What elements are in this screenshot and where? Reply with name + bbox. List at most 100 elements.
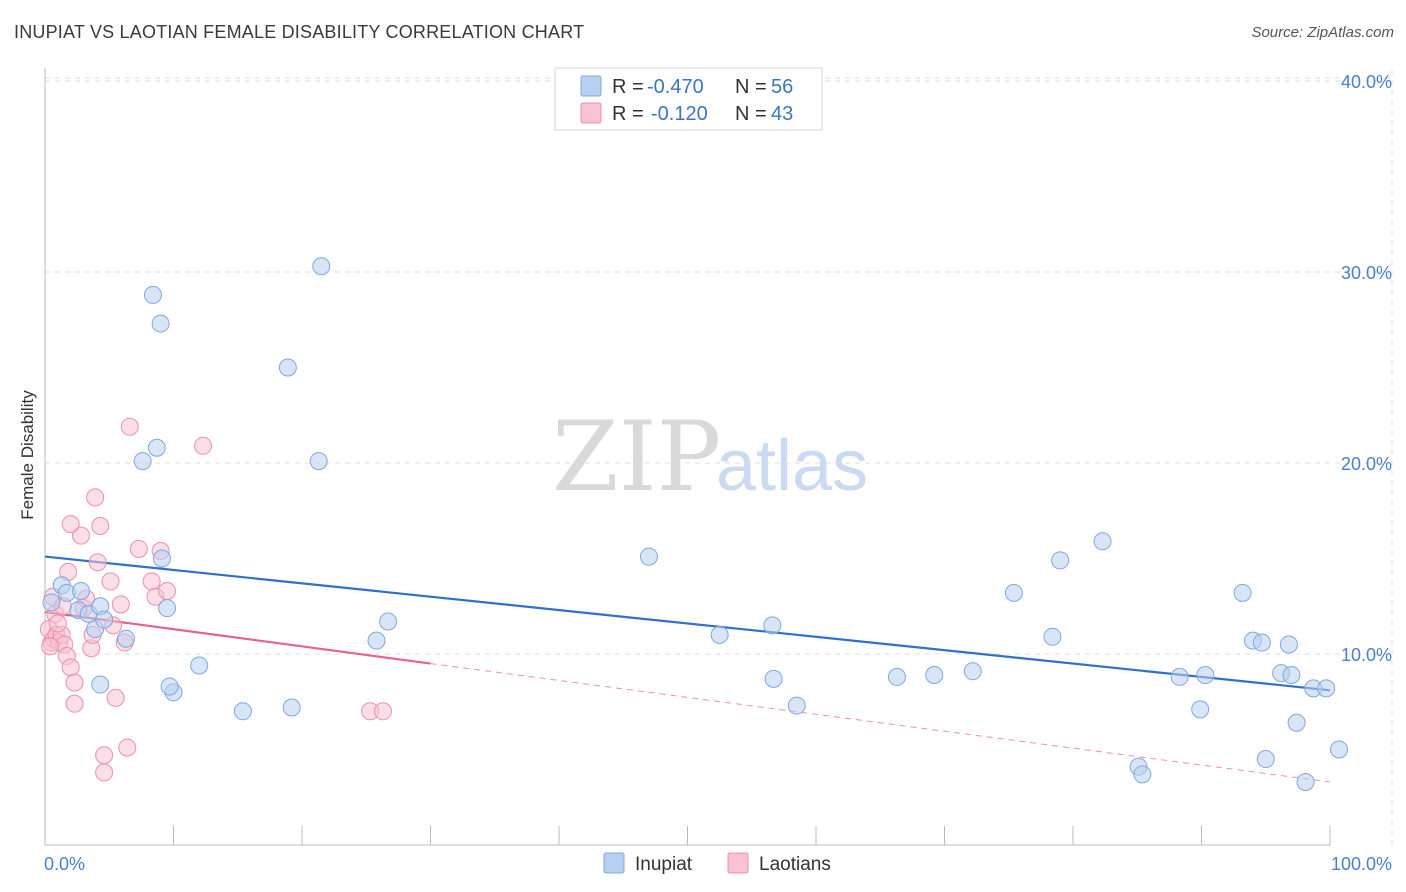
x-tick-labels: 0.0% 100.0% xyxy=(44,854,1392,874)
axes xyxy=(44,68,1331,846)
laotian-points xyxy=(39,417,392,782)
trend-line-inupiat xyxy=(44,555,1331,692)
inupiat-point xyxy=(1170,667,1189,686)
laotian-point xyxy=(88,553,107,572)
inupiat-point xyxy=(925,666,944,685)
laotian-point xyxy=(41,637,60,656)
watermark-atlas: atlas xyxy=(716,426,868,506)
inupiat-point xyxy=(710,625,729,644)
inupiat-point xyxy=(1256,750,1275,769)
inupiat-point xyxy=(763,616,782,635)
inupiat-point xyxy=(1196,666,1215,685)
inupiat-point xyxy=(160,677,179,696)
inupiat-point xyxy=(1329,740,1348,759)
inupiat-point xyxy=(147,438,166,457)
inupiat-point xyxy=(233,702,252,721)
inupiat-point xyxy=(151,314,170,333)
inupiat-point xyxy=(309,452,328,471)
inupiat-point xyxy=(1233,583,1252,602)
inupiat-point xyxy=(1004,583,1023,602)
x-tick-label-max: 100.0% xyxy=(1331,854,1392,874)
laotian-point xyxy=(158,581,177,600)
bottom-legend-label-inupiat: Inupiat xyxy=(635,854,693,875)
laotian-point xyxy=(118,738,137,757)
y-tick-labels: 10.0% 20.0% 30.0% 40.0% xyxy=(1341,72,1392,665)
watermark: ZIP atlas xyxy=(552,401,868,513)
inupiat-point xyxy=(91,675,110,694)
laotian-point xyxy=(91,517,110,536)
y-tick-label-40: 40.0% xyxy=(1341,72,1392,92)
laotian-point xyxy=(61,515,80,534)
laotian-point xyxy=(101,572,120,591)
inupiat-point xyxy=(1252,633,1271,652)
laotian-point xyxy=(48,614,67,633)
bottom-legend-swatch-inupiat xyxy=(603,852,625,874)
bottom-legend: Inupiat Laotians xyxy=(603,852,831,875)
laotian-point xyxy=(61,658,80,677)
inupiat-point xyxy=(190,656,209,675)
x-tick-label-min: 0.0% xyxy=(44,854,85,874)
inupiat-point xyxy=(278,358,297,377)
inupiat-point xyxy=(42,593,61,612)
legend-laotian-r-label: R = xyxy=(612,103,644,125)
legend-laotian-r-value: -0.120 xyxy=(651,103,708,125)
inupiat-point xyxy=(312,257,331,276)
laotian-point xyxy=(71,526,90,545)
inupiat-point xyxy=(95,610,114,629)
inupiat-point xyxy=(1296,772,1315,791)
legend-inupiat-n-label: N = xyxy=(735,76,767,98)
top-legend: R = -0.470 N = 56 R = -0.120 N = 43 xyxy=(554,67,823,131)
inupiat-point xyxy=(887,667,906,686)
laotian-point xyxy=(111,595,130,614)
inupiat-point xyxy=(1282,666,1301,685)
inupiat-point xyxy=(1093,532,1112,551)
laotian-point xyxy=(95,746,114,765)
trend-lines xyxy=(44,555,1331,783)
laotian-point xyxy=(106,688,125,707)
legend-swatch-laotian xyxy=(580,102,602,124)
inupiat-point xyxy=(1287,713,1306,732)
y-tick-label-10: 10.0% xyxy=(1341,645,1392,665)
laotian-point xyxy=(129,539,148,558)
inupiat-point xyxy=(116,629,135,648)
inupiat-point xyxy=(379,612,398,631)
inupiat-point xyxy=(1279,635,1298,654)
legend-inupiat-n-value: 56 xyxy=(771,76,793,98)
inupiat-point xyxy=(1191,700,1210,719)
inupiat-point xyxy=(71,581,90,600)
y-tick-label-20: 20.0% xyxy=(1341,454,1392,474)
laotian-point xyxy=(86,488,105,507)
inupiat-point xyxy=(282,698,301,717)
inupiat-point xyxy=(367,631,386,650)
inupiat-point xyxy=(143,285,162,304)
inupiat-point xyxy=(1133,765,1152,784)
legend-swatch-inupiat xyxy=(580,75,602,97)
bottom-legend-swatch-laotian xyxy=(727,852,749,874)
bottom-legend-label-laotian: Laotians xyxy=(759,854,831,875)
laotian-point xyxy=(373,702,392,721)
chart-source: Source: ZipAtlas.com xyxy=(1251,24,1394,41)
inupiat-point xyxy=(1317,679,1336,698)
inupiat-point xyxy=(787,696,806,715)
inupiat-point xyxy=(1051,551,1070,570)
inupiat-point xyxy=(963,662,982,681)
y-tick-label-30: 30.0% xyxy=(1341,263,1392,283)
legend-inupiat-r-label: R = xyxy=(612,76,644,98)
inupiat-point xyxy=(639,547,658,566)
inupiat-point xyxy=(158,599,177,618)
chart-title: INUPIAT VS LAOTIAN FEMALE DISABILITY COR… xyxy=(14,22,585,42)
inupiat-point xyxy=(133,452,152,471)
laotian-point xyxy=(142,572,161,591)
inupiat-points xyxy=(42,257,1348,791)
legend-laotian-n-label: N = xyxy=(735,103,767,125)
laotian-point xyxy=(95,763,114,782)
laotian-point xyxy=(65,673,84,692)
inupiat-point xyxy=(764,669,783,688)
trend-line-laotian-extension xyxy=(430,663,1331,783)
inupiat-point xyxy=(152,549,171,568)
laotian-point xyxy=(65,694,84,713)
laotian-point xyxy=(194,436,213,455)
laotian-point xyxy=(120,417,139,436)
inupiat-point xyxy=(1043,627,1062,646)
